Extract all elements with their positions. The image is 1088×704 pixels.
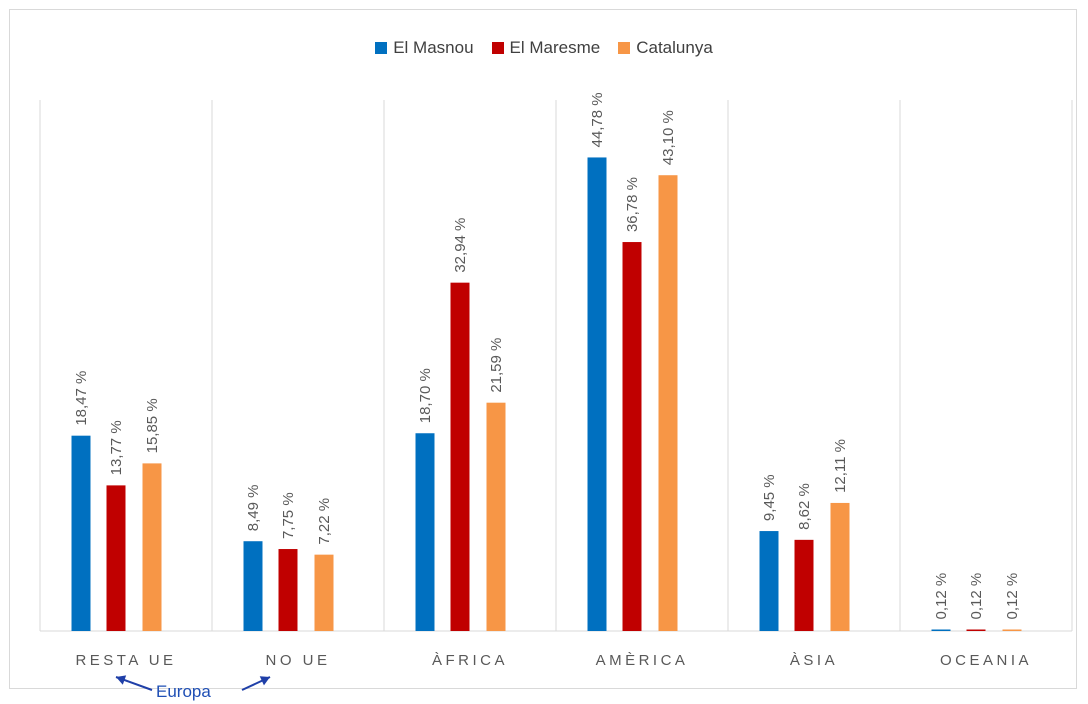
data-label: 7,22 %: [316, 498, 333, 545]
bar: [622, 242, 642, 631]
data-label: 0,12 %: [1004, 573, 1021, 620]
bar: [486, 402, 506, 631]
bar: [658, 175, 678, 631]
data-label: 9,45 %: [761, 474, 778, 521]
category-label-no-ue: NO UE: [265, 652, 331, 669]
category-label-america: AMÈRICA: [595, 652, 689, 669]
bar: [794, 539, 814, 631]
data-label: 43,10 %: [660, 110, 677, 165]
legend-label-el-maresme: El Maresme: [509, 38, 601, 57]
data-label: 7,75 %: [280, 492, 297, 539]
legend-label-catalunya: Catalunya: [636, 38, 713, 57]
legend-item-el-maresme: El Maresme: [491, 38, 601, 58]
data-label: 12,11 %: [832, 439, 849, 493]
data-label: 18,70 %: [417, 368, 434, 423]
bar: [278, 549, 298, 631]
bar: [314, 554, 334, 631]
data-label: 21,59 %: [488, 338, 505, 393]
category-label-oceania: OCEANIA: [939, 652, 1033, 669]
legend-item-el-masnou: El Masnou: [375, 38, 474, 58]
legend: El Masnou El Maresme Catalunya: [0, 38, 1088, 58]
category-label-resta-ue: RESTA UE: [75, 652, 177, 669]
data-label: 36,78 %: [624, 177, 641, 232]
data-label: 13,77 %: [108, 420, 125, 475]
legend-swatch-el-masnou: [375, 42, 388, 54]
bar: [450, 282, 470, 631]
bar: [243, 541, 263, 631]
bar: [966, 629, 986, 631]
bar: [1002, 629, 1022, 631]
bar: [142, 463, 162, 631]
category-label-africa: ÀFRICA: [431, 652, 509, 669]
europa-annotation: Europa: [156, 682, 211, 701]
bar: [106, 485, 126, 631]
data-label: 8,62 %: [796, 483, 813, 530]
legend-swatch-catalunya: [618, 42, 631, 54]
chart-frame: [9, 9, 1077, 689]
data-label: 0,12 %: [968, 573, 985, 620]
europa-arrow-left: [115, 675, 153, 691]
category-label-asia: ÀSIA: [789, 652, 839, 669]
bar: [415, 433, 435, 631]
legend-swatch-el-maresme: [491, 42, 504, 54]
data-label: 18,47 %: [73, 371, 90, 426]
bar: [71, 435, 91, 631]
data-label: 0,12 %: [933, 573, 950, 620]
data-label: 8,49 %: [245, 485, 262, 532]
data-label: 15,85 %: [144, 398, 161, 453]
europa-arrow-right: [241, 676, 271, 691]
bar: [931, 629, 951, 631]
data-label: 32,94 %: [452, 218, 469, 273]
bar: [830, 502, 850, 631]
bar: [759, 531, 779, 631]
legend-item-catalunya: Catalunya: [618, 38, 713, 58]
data-label: 44,78 %: [589, 92, 606, 147]
bar: [587, 157, 607, 631]
legend-label-el-masnou: El Masnou: [393, 38, 474, 57]
